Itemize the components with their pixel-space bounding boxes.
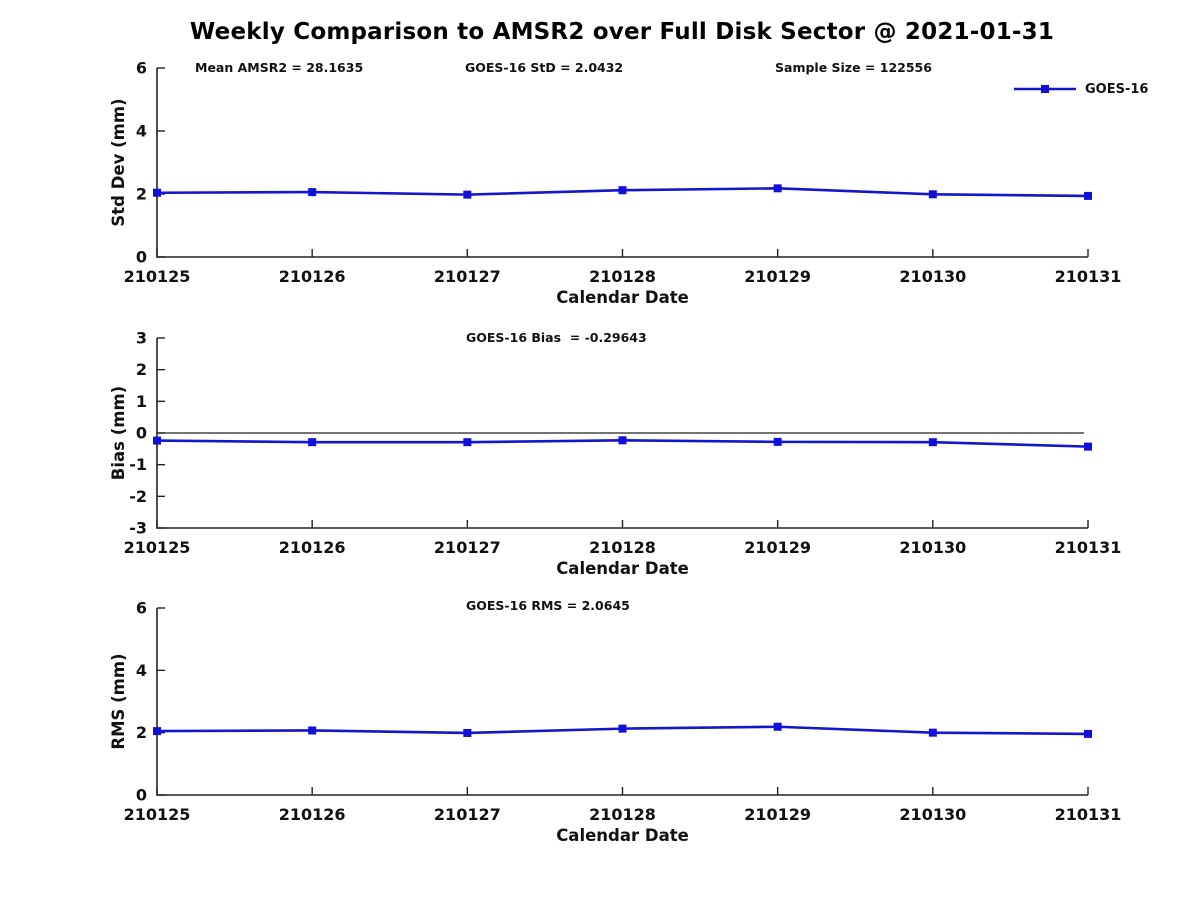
data-point — [153, 727, 161, 736]
x-tick-label: 210130 — [899, 805, 966, 824]
y-tick-label: 1 — [136, 392, 147, 411]
data-point — [153, 436, 161, 445]
x-tick-label: 210126 — [279, 267, 346, 286]
y-tick-label: 0 — [136, 248, 147, 267]
annotation-mean-amsr2: Mean AMSR2 = 28.1635 — [195, 60, 364, 75]
data-point — [463, 190, 472, 199]
data-point — [308, 188, 317, 197]
x-tick-label: 210128 — [589, 267, 656, 286]
x-tick-label: 210126 — [279, 538, 346, 557]
stddev-plot: 0 2 4 6 210125 210126 210127 210128 210129 210130… — [109, 59, 1121, 308]
bias-plot: -3 -2 -1 0 1 2 3 210125 210126 210127 210128 210129… — [109, 329, 1121, 579]
y-tick-label: 2 — [136, 360, 147, 379]
x-tick-label: 210127 — [434, 538, 501, 557]
data-point — [928, 728, 937, 737]
data-point — [1084, 191, 1092, 200]
y-tick-label: 4 — [136, 122, 147, 141]
y-tick-label: -2 — [129, 487, 147, 506]
y-axis-label: Std Dev (mm) — [109, 98, 128, 226]
legend-marker — [1041, 85, 1049, 93]
x-tick-label: 210129 — [744, 538, 811, 557]
x-tick-label: 210130 — [899, 267, 966, 286]
x-tick-label: 210128 — [589, 538, 656, 557]
data-point — [773, 184, 782, 193]
data-point — [928, 438, 937, 447]
x-tick-label: 210126 — [279, 805, 346, 824]
x-tick-label: 210125 — [124, 267, 191, 286]
y-tick-label: 0 — [136, 786, 147, 805]
x-axis-label: Calendar Date — [556, 826, 689, 845]
y-tick-label: 3 — [136, 329, 147, 348]
annotation-goes16-std: GOES-16 StD = 2.0432 — [465, 60, 624, 75]
x-tick-label: 210125 — [124, 538, 191, 557]
x-tick-label: 210130 — [899, 538, 966, 557]
figure-title: Weekly Comparison to AMSR2 over Full Dis… — [189, 19, 1055, 45]
x-tick-label: 210131 — [1055, 805, 1122, 824]
y-tick-label: 6 — [136, 599, 147, 618]
x-tick-label: 210127 — [434, 267, 501, 286]
annotation-goes16-rms: GOES-16 RMS = 2.0645 — [466, 598, 630, 613]
legend-line-sample-icon — [1014, 85, 1076, 93]
annotation-sample-size: Sample Size = 122556 — [775, 60, 932, 75]
rms-plot: 0 2 4 6 210125 210126 210127 210128 210129 210130… — [109, 599, 1121, 846]
y-tick-label: 4 — [136, 661, 147, 680]
data-point — [463, 438, 472, 447]
y-tick-label: 0 — [136, 424, 147, 443]
data-point — [308, 726, 317, 735]
data-point — [773, 722, 782, 731]
y-tick-label: -3 — [129, 519, 147, 538]
y-tick-label: 6 — [136, 59, 147, 78]
data-point — [1084, 442, 1092, 451]
x-axis-label: Calendar Date — [556, 288, 689, 307]
x-tick-label: 210128 — [589, 805, 656, 824]
annotation-goes16-bias: GOES-16 Bias = -0.29643 — [466, 330, 647, 345]
x-tick-label: 210131 — [1055, 267, 1122, 286]
data-point — [618, 724, 627, 733]
x-tick-label: 210127 — [434, 805, 501, 824]
x-axis-label: Calendar Date — [556, 559, 689, 578]
data-point — [1084, 729, 1092, 738]
y-tick-label: 2 — [136, 185, 147, 204]
y-tick-label: -1 — [129, 455, 147, 474]
data-point — [618, 186, 627, 195]
y-tick-label: 2 — [136, 723, 147, 742]
x-tick-label: 210131 — [1055, 538, 1122, 557]
data-point — [618, 436, 627, 445]
legend: GOES-16 — [1014, 80, 1148, 98]
x-tick-label: 210125 — [124, 805, 191, 824]
data-point — [463, 728, 472, 737]
data-point — [928, 190, 937, 199]
data-point — [773, 437, 782, 446]
y-axis-label: RMS (mm) — [109, 653, 128, 749]
legend-label: GOES-16 — [1085, 81, 1149, 97]
data-point — [153, 188, 161, 197]
x-tick-label: 210129 — [744, 805, 811, 824]
y-axis-label: Bias (mm) — [109, 386, 128, 480]
x-tick-label: 210129 — [744, 267, 811, 286]
data-point — [308, 438, 317, 447]
